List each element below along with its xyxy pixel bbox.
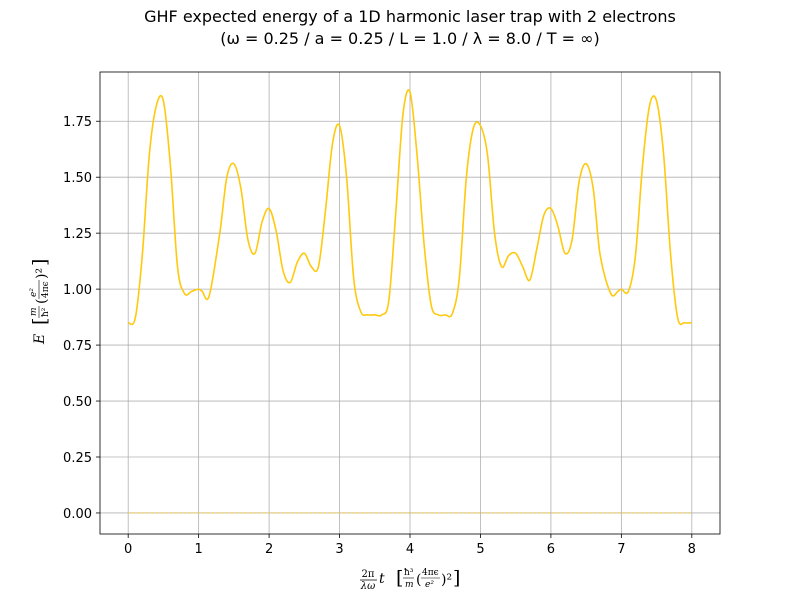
series-layer bbox=[127, 89, 692, 514]
chart-title-line2: (ω = 0.25 / a = 0.25 / L = 1.0 / λ = 8.0… bbox=[220, 29, 599, 48]
x-label-unit-den: m bbox=[405, 580, 414, 590]
x-tick-label: 6 bbox=[547, 542, 555, 557]
y-axis-label: E [ m ħ² ( e² 4πϵ )² ] bbox=[29, 259, 51, 345]
x-tick-label: 7 bbox=[617, 542, 625, 557]
x-label-paren-left: ( bbox=[416, 572, 421, 588]
x-label-bracket-left: [ bbox=[396, 567, 403, 589]
y-label-paren-left: ( bbox=[34, 299, 50, 304]
x-label-unit-num: ħ³ bbox=[404, 568, 414, 578]
x-label-inner-num: 4πϵ bbox=[422, 568, 439, 578]
y-tick-label: 0.50 bbox=[63, 395, 92, 410]
x-tick-label: 0 bbox=[124, 542, 132, 557]
x-label-fraction-num: 2π bbox=[362, 569, 375, 580]
y-label-unit-den: ħ² bbox=[41, 307, 51, 317]
x-tick-label: 5 bbox=[476, 542, 484, 557]
y-tick-label: 0.00 bbox=[63, 507, 92, 522]
y-label-unit-num: m bbox=[29, 307, 39, 316]
y-label-paren-right: )² bbox=[34, 268, 50, 279]
grid-layer bbox=[100, 72, 720, 534]
x-tick-label: 4 bbox=[406, 542, 414, 557]
tick-layer: 0 1 2 3 4 5 6 7 8 0.00 0.25 0.50 0.75 1.00 1.25 1.50 1.7… bbox=[63, 115, 696, 557]
y-label-inner-den: 4πϵ bbox=[41, 281, 51, 298]
x-label-inner-den: e² bbox=[425, 580, 434, 590]
y-tick-label: 0.75 bbox=[63, 339, 92, 354]
y-label-bracket-right: ] bbox=[29, 259, 51, 266]
x-tick-label: 1 bbox=[194, 542, 202, 557]
x-tick-label: 2 bbox=[265, 542, 273, 557]
chart-title-line1: GHF expected energy of a 1D harmonic las… bbox=[144, 7, 676, 26]
x-tick-label: 8 bbox=[688, 542, 696, 557]
y-tick-label: 1.50 bbox=[63, 171, 92, 186]
energy-series-line bbox=[127, 89, 692, 326]
y-label-bracket-left: [ bbox=[29, 318, 51, 325]
x-axis-label: 2π λω t [ ħ³ m ( 4πϵ e² )² ] bbox=[360, 567, 461, 592]
y-tick-label: 1.75 bbox=[63, 115, 92, 130]
x-tick-label: 3 bbox=[335, 542, 343, 557]
x-label-fraction-den: λω bbox=[360, 581, 376, 592]
x-label-variable: t bbox=[379, 571, 385, 587]
y-tick-label: 1.25 bbox=[63, 227, 92, 242]
y-label-inner-num: e² bbox=[29, 288, 39, 297]
y-tick-label: 1.00 bbox=[63, 283, 92, 298]
y-tick-label: 0.25 bbox=[63, 451, 92, 466]
y-label-variable: E bbox=[32, 334, 48, 345]
x-label-bracket-right: ] bbox=[453, 567, 460, 589]
x-label-paren-right: )² bbox=[441, 572, 452, 588]
